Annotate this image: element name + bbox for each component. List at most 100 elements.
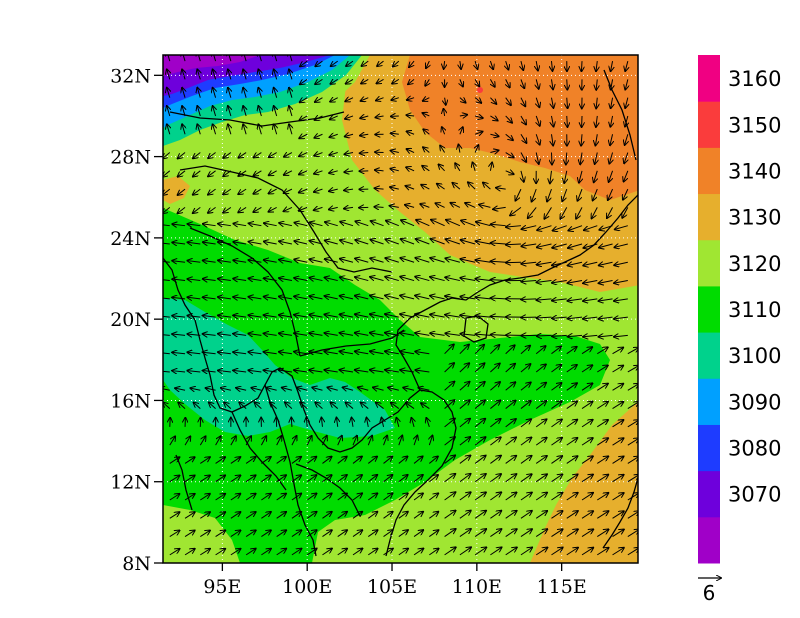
wind-vector: [276, 549, 286, 556]
wind-vector: [193, 188, 201, 195]
wind-vector: [581, 438, 593, 446]
wind-vector: [599, 281, 613, 284]
wind-vector: [340, 370, 354, 372]
wind-vector: [537, 335, 552, 336]
wind-vector: [423, 113, 430, 116]
wind-vector: [595, 134, 597, 145]
wind-vector: [264, 278, 277, 280]
wind-vector: [612, 511, 624, 519]
wind-vector: [612, 402, 624, 409]
wind-vector: [344, 207, 354, 208]
wind-vector: [406, 186, 415, 189]
wind-vector: [340, 351, 354, 353]
wind-vector: [468, 182, 476, 190]
wind-vector: [535, 474, 547, 483]
colorbar-swatch-2: [698, 424, 720, 472]
wind-vector: [551, 511, 562, 519]
wind-vector: [611, 60, 613, 71]
wind-vector: [615, 226, 628, 230]
wind-vector: [440, 146, 444, 153]
wind-vector: [551, 383, 561, 391]
wind-vector: [445, 97, 446, 105]
wind-vector: [325, 277, 338, 280]
wind-vector: [415, 258, 430, 263]
wind-vector: [584, 225, 598, 231]
wind-vector: [175, 388, 186, 390]
plot-area: [162, 54, 639, 564]
wind-vector: [460, 334, 476, 336]
wind-vector: [358, 387, 369, 390]
latitude-axis: 8N 12N 16N 20N 24N 28N 32N: [110, 65, 163, 575]
wind-vector: [360, 134, 369, 135]
wind-vector: [505, 511, 517, 519]
wind-vector: [536, 97, 539, 108]
colorbar: 3070 3080 3090 3100 3110 3120 3130 3140 3150 3160: [698, 55, 781, 564]
wind-vector: [532, 188, 537, 201]
wind-vector: [184, 494, 195, 501]
wind-vector: [426, 418, 429, 428]
wind-vector: [294, 370, 308, 372]
wind-vector: [400, 333, 415, 336]
wind-vector: [399, 436, 402, 446]
wind-vector: [459, 363, 469, 373]
colorbar-swatch-10: [698, 55, 720, 102]
wind-vector: [415, 333, 430, 336]
wind-vector: [299, 134, 308, 138]
wind-vector: [599, 299, 613, 301]
wind-vector: [200, 457, 210, 464]
wind-vector: [361, 79, 369, 83]
wind-vector: [627, 493, 638, 501]
wind-vector: [475, 145, 478, 153]
wind-vector: [610, 115, 612, 127]
wind-vector: [458, 145, 459, 153]
wind-vector: [599, 317, 613, 319]
wind-vector: [614, 317, 628, 319]
wind-vector: [445, 277, 460, 280]
wind-vector: [184, 549, 195, 556]
wind-vector: [276, 494, 286, 501]
wind-vector: [337, 493, 347, 501]
wind-vector: [551, 456, 562, 464]
wind-vector: [388, 387, 399, 390]
wind-vector: [321, 418, 322, 427]
wind-vector: [568, 281, 583, 284]
wind-vector: [597, 511, 608, 519]
wind-vector: [306, 475, 316, 483]
wind-vector: [267, 388, 277, 391]
wind-vector: [544, 207, 552, 218]
wind-vector: [279, 278, 293, 280]
reference-vector-label: 6: [703, 581, 716, 605]
wind-vector: [306, 457, 316, 464]
wind-vector: [269, 153, 277, 158]
wind-vector: [425, 79, 429, 85]
wind-vector: [609, 152, 612, 164]
wind-vector: [178, 152, 186, 159]
wind-vector: [172, 224, 186, 226]
wind-vector: [373, 387, 384, 390]
wind-vector: [223, 152, 232, 158]
wind-vector: [233, 224, 247, 226]
wind-vector: [614, 299, 628, 301]
wind-vector: [310, 259, 323, 262]
wind-vector: [224, 402, 232, 409]
wind-vector: [284, 171, 293, 175]
wind-vector: [627, 457, 638, 464]
wind-vector: [429, 457, 438, 464]
wind-vector: [521, 79, 524, 88]
wind-vector: [505, 115, 512, 123]
colorbar-label: 3150: [728, 113, 781, 137]
wind-vector: [460, 259, 476, 262]
wind-vector: [625, 134, 628, 145]
wind-vector: [294, 241, 308, 244]
wind-vector: [245, 549, 256, 556]
wind-vector: [583, 335, 598, 336]
contour-3070: [163, 55, 260, 76]
wind-vector: [475, 297, 491, 299]
wind-vector: [444, 455, 456, 464]
wind-vector: [163, 388, 170, 390]
wind-vector: [208, 206, 216, 212]
wind-vector: [276, 512, 286, 519]
wind-vector: [203, 242, 216, 244]
wind-vector: [535, 383, 546, 391]
wind-vector: [291, 418, 292, 427]
